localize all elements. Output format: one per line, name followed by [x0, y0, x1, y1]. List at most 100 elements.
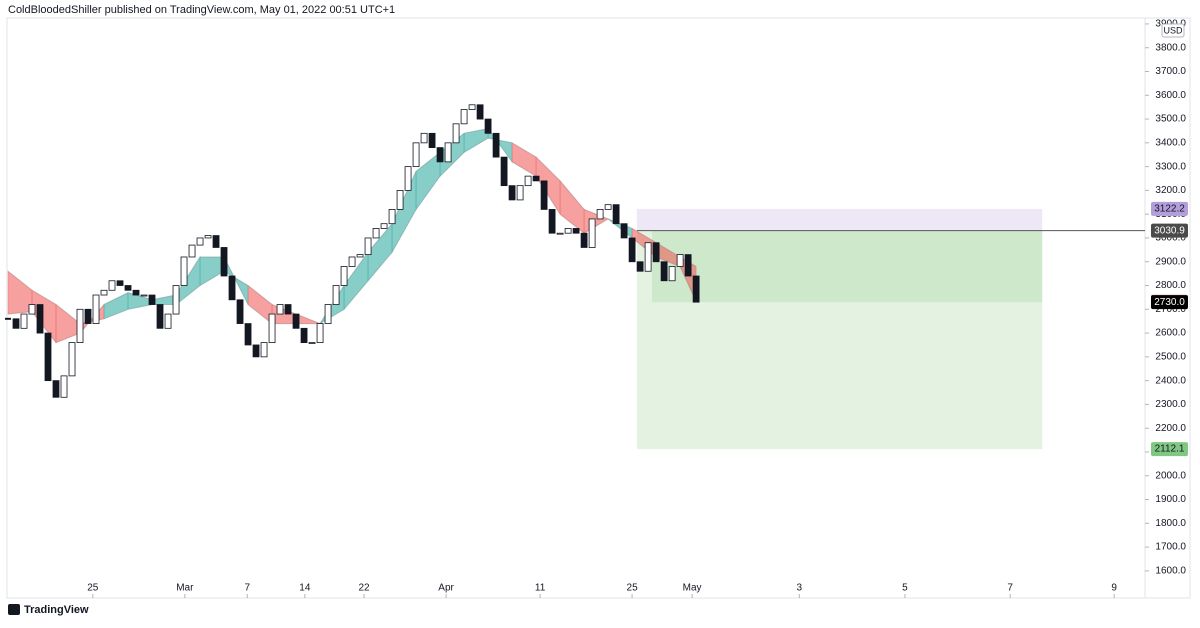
- brick: [684, 254, 692, 277]
- price-tag-label: 2730.0: [1154, 297, 1185, 308]
- brick: [452, 123, 460, 144]
- ribbon-segment: [391, 171, 417, 255]
- chart-title: ColdBloodedShiller published on TradingV…: [8, 4, 395, 16]
- brick: [84, 308, 92, 324]
- price-tag-label: 3030.9: [1154, 225, 1185, 236]
- x-tick-label: Mar: [176, 583, 194, 594]
- brick: [148, 294, 156, 305]
- brick: [548, 209, 556, 234]
- currency-box: [1161, 23, 1185, 38]
- brick: [28, 304, 36, 315]
- brick: [124, 285, 132, 291]
- ribbon-segment: [151, 294, 177, 306]
- brick: [604, 204, 612, 210]
- ribbon-segment: [559, 179, 585, 235]
- price-tag: [1151, 223, 1188, 238]
- brick: [652, 242, 660, 263]
- brick: [92, 294, 100, 324]
- y-tick-label: 1900.0: [1155, 494, 1186, 505]
- brick: [316, 323, 324, 343]
- brick: [268, 313, 276, 343]
- brick: [324, 304, 332, 324]
- brick: [76, 308, 84, 343]
- brick: [628, 237, 636, 263]
- x-tick-label: 22: [359, 583, 371, 594]
- brick: [308, 342, 316, 344]
- brick: [4, 317, 12, 320]
- y-tick-label: 1700.0: [1155, 542, 1186, 553]
- ribbon-segment: [511, 141, 537, 178]
- brick: [668, 266, 676, 282]
- brick: [676, 254, 684, 267]
- filled-zone: [652, 230, 1043, 303]
- y-tick-label: 3500.0: [1155, 114, 1186, 125]
- brick: [348, 256, 356, 267]
- y-tick-label: 3200.0: [1155, 185, 1186, 196]
- brick: [44, 332, 52, 382]
- brick: [476, 104, 484, 120]
- brick: [196, 237, 204, 246]
- brick: [252, 344, 260, 358]
- brick: [372, 228, 380, 239]
- ribbon-segment: [199, 256, 225, 287]
- x-tick-label: 25: [87, 583, 99, 594]
- brick: [636, 261, 644, 272]
- ribbon-segment: [367, 222, 393, 283]
- price-tag-label: 2112.1: [1155, 444, 1185, 455]
- brick: [12, 318, 20, 329]
- y-tick-label: 1600.0: [1155, 566, 1186, 577]
- brick: [460, 109, 468, 125]
- brick: [20, 313, 28, 329]
- y-tick-label: 1800.0: [1155, 518, 1186, 529]
- brick: [428, 132, 436, 148]
- y-tick-label: 3600.0: [1155, 90, 1186, 101]
- brick: [540, 180, 548, 210]
- brick: [564, 228, 572, 234]
- x-tick-label: 25: [627, 583, 639, 594]
- ribbon-segment: [535, 155, 561, 216]
- brick: [292, 313, 300, 329]
- y-tick-label: 3300.0: [1155, 161, 1186, 172]
- y-tick-label: 3800.0: [1155, 42, 1186, 53]
- y-tick-label: 2000.0: [1155, 470, 1186, 481]
- brick: [572, 228, 580, 234]
- x-tick-label: 14: [299, 583, 311, 594]
- brick: [260, 342, 268, 358]
- logo-icon: [8, 604, 20, 615]
- y-tick-label: 2700.0: [1155, 304, 1186, 315]
- brick: [212, 235, 220, 248]
- ribbon-segment: [271, 303, 297, 325]
- y-tick-label: 3400.0: [1155, 137, 1186, 148]
- price-tag-label: 3122.2: [1154, 204, 1185, 215]
- x-tick-label: May: [683, 583, 702, 594]
- y-tick-label: 2800.0: [1155, 280, 1186, 291]
- ribbon-segment: [7, 270, 33, 315]
- y-tick-label: 2900.0: [1155, 256, 1186, 267]
- brick: [36, 304, 44, 334]
- ribbon-segment: [103, 291, 129, 320]
- y-tick-label: 2200.0: [1155, 423, 1186, 434]
- brick: [396, 189, 404, 210]
- brick: [68, 342, 76, 377]
- brick: [644, 242, 652, 272]
- brick: [116, 280, 124, 286]
- y-tick-label: 2300.0: [1155, 399, 1186, 410]
- x-tick-label: 7: [1007, 583, 1013, 594]
- brick: [108, 280, 116, 291]
- ribbon-fast: [7, 128, 697, 344]
- x-tick-label: 3: [797, 583, 803, 594]
- brick: [444, 142, 452, 163]
- brick: [484, 118, 492, 134]
- brick: [300, 327, 308, 343]
- brick: [524, 175, 532, 187]
- price-tag: [1151, 201, 1188, 216]
- brick: [180, 256, 188, 286]
- brick: [620, 223, 628, 239]
- brick: [244, 323, 252, 346]
- brick: [580, 232, 588, 248]
- brick: [332, 285, 340, 305]
- brick: [532, 175, 540, 182]
- x-tick-label: 11: [535, 583, 546, 594]
- brick: [164, 313, 172, 329]
